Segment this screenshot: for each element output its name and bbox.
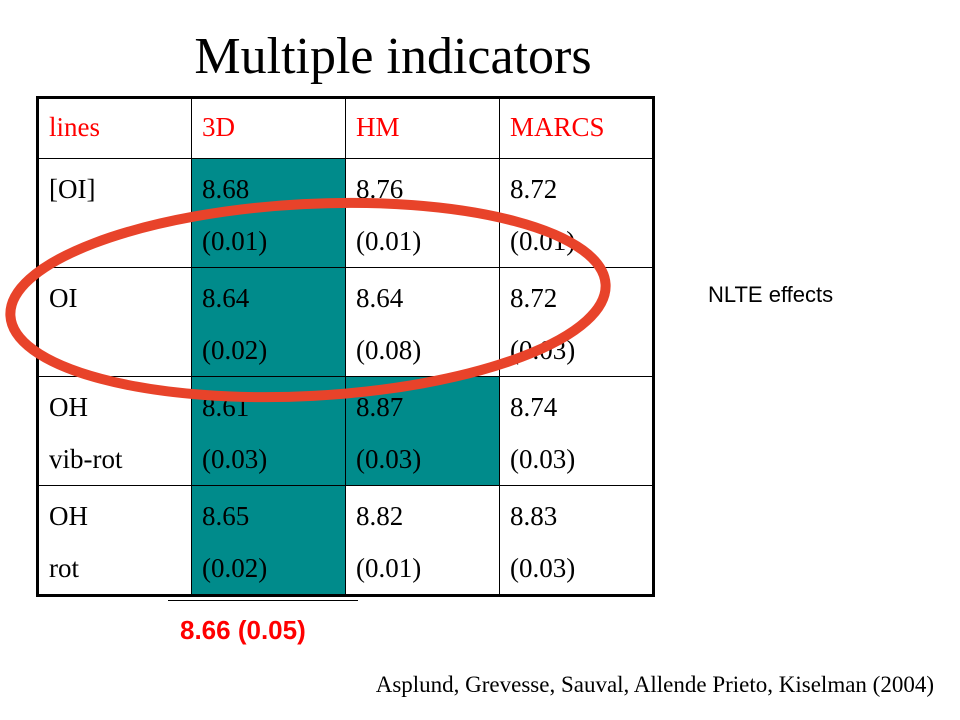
row-label: [OI] [37,158,192,268]
cell-marcs: 8.83 (0.03) [499,485,654,596]
nlte-annotation: NLTE effects [708,282,834,307]
cell-hm: 8.64 (0.08) [345,267,500,377]
table-row: OH vib-rot 8.61 (0.03) 8.87 (0.03) 8.74 (0.0… [37,376,654,486]
cell-hm: 8.87 (0.03) [345,376,500,486]
table-row: [OI] 8.68 (0.01) 8.76 (0.01) 8.72 (0.01) [37,158,654,268]
row-label: OH vib-rot [37,376,192,486]
cell-3d: 8.64 (0.02) [191,267,346,377]
row-label: OI [37,267,192,377]
cell-marcs: 8.72 (0.03) [499,267,654,377]
header-3d: 3D [191,97,346,159]
row-label: OH rot [37,485,192,596]
cell-3d: 8.65 (0.02) [191,485,346,596]
cell-hm: 8.82 (0.01) [345,485,500,596]
mean-abundance-summary: 8.66 (0.05) [180,615,306,645]
cell-hm: 8.76 (0.01) [345,158,500,268]
header-marcs: MARCS [499,97,654,159]
cell-3d: 8.68 (0.01) [191,158,346,268]
table-row: OH rot 8.65 (0.02) 8.82 (0.01) 8.83 (0.03) [37,485,654,596]
abundance-table: lines 3D HM MARCS [OI] 8.68 (0.01) 8.76 (0… [36,96,655,597]
table-header-row: lines 3D HM MARCS [37,97,654,159]
cell-marcs: 8.74 (0.03) [499,376,654,486]
header-hm: HM [345,97,500,159]
table-row: OI 8.64 (0.02) 8.64 (0.08) 8.72 (0.03) [37,267,654,377]
cell-marcs: 8.72 (0.01) [499,158,654,268]
slide-title: Multiple indicators [194,28,592,85]
citation: Asplund, Grevesse, Sauval, Allende Priet… [375,672,934,697]
cell-3d: 8.61 (0.03) [191,376,346,486]
summary-divider [168,600,358,601]
header-lines: lines [37,97,192,159]
